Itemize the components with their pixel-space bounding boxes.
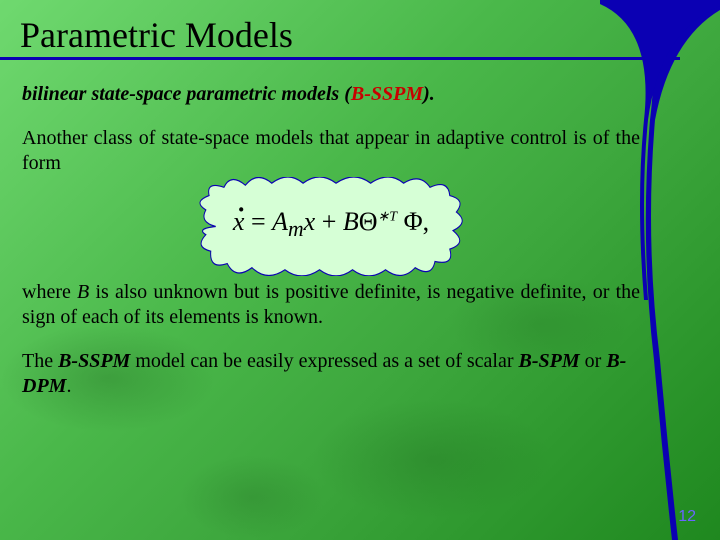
p2-c: is also unknown but is positive definite… <box>22 281 640 329</box>
p2-a: where <box>22 281 77 303</box>
eq-x: x <box>304 207 316 236</box>
eq-starT: ∗T <box>378 209 398 224</box>
eq-plus: + <box>315 207 343 236</box>
eq-A: A <box>272 207 288 236</box>
paragraph-2: where B is also unknown but is positive … <box>22 280 640 331</box>
eq-B: B <box>343 207 359 236</box>
p3-c: model can be easily expressed as a set o… <box>130 350 518 372</box>
subtitle: bilinear state-space parametric models (… <box>22 82 640 108</box>
title-region: Parametric Models <box>20 14 620 56</box>
eq-A-sub: m <box>288 217 304 241</box>
eq-xdot: x <box>233 207 245 236</box>
paragraph-1: Another class of state-space models that… <box>22 126 640 177</box>
subtitle-suffix: ). <box>423 83 435 105</box>
eq-Phi: Φ <box>404 207 423 236</box>
content-region: bilinear state-space parametric models (… <box>22 82 640 418</box>
page-number: 12 <box>678 508 696 526</box>
eq-Theta: Θ <box>359 207 378 236</box>
subtitle-prefix: bilinear state-space parametric models ( <box>22 83 351 105</box>
subtitle-acronym: B-SSPM <box>351 83 423 105</box>
p3-b: B-SSPM <box>58 350 130 372</box>
title-underline <box>0 57 680 60</box>
p3-g: . <box>66 375 71 397</box>
equation-cloud: x = Amx + BΘ∗T Φ, <box>209 195 453 258</box>
equation: x = Amx + BΘ∗T Φ, <box>233 207 429 236</box>
p2-B: B <box>77 281 89 303</box>
paragraph-3: The B-SSPM model can be easily expressed… <box>22 349 640 400</box>
p3-e: or <box>580 350 607 372</box>
p3-a: The <box>22 350 58 372</box>
eq-equals: = <box>244 207 272 236</box>
equation-region: x = Amx + BΘ∗T Φ, <box>22 195 640 258</box>
p3-d: B-SPM <box>519 350 580 372</box>
page-title: Parametric Models <box>20 14 293 56</box>
eq-comma: , <box>423 207 430 236</box>
